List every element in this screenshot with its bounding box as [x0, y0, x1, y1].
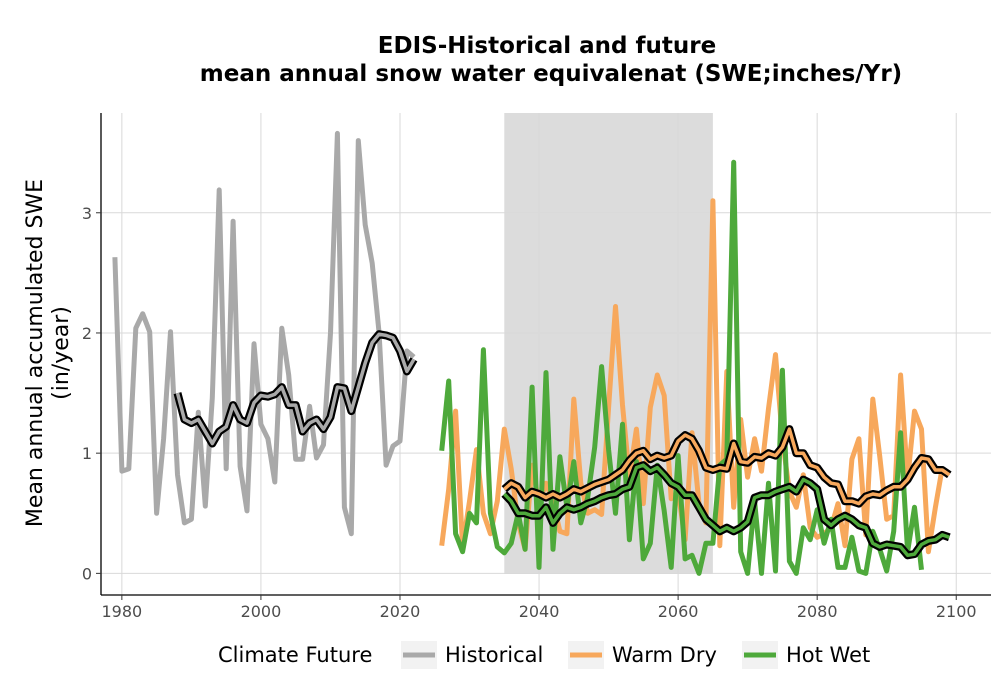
y-tick-label: 1 — [82, 444, 92, 463]
smooth-line-historical — [175, 332, 416, 446]
y-tick-label: 2 — [82, 324, 92, 343]
y-axis-ticks: 0 1 2 3 — [82, 204, 101, 583]
x-axis-ticks: 1980 2000 2020 2040 2060 2080 2100 — [102, 595, 977, 621]
series-lines — [112, 130, 952, 576]
x-tick-label: 2060 — [658, 602, 699, 621]
chart-title-line2: mean annual snow water equivalenat (SWE;… — [200, 61, 902, 87]
x-tick-label: 2040 — [519, 602, 560, 621]
legend-label-warm-dry: Warm Dry — [612, 643, 717, 667]
y-axis-title-line1: Mean annual accumulated SWE — [23, 179, 48, 527]
x-tick-label: 2020 — [380, 602, 421, 621]
y-tick-label: 0 — [82, 564, 92, 583]
legend-label-historical: Historical — [445, 643, 543, 667]
chart-title-line1: EDIS-Historical and future — [378, 33, 716, 59]
x-tick-label: 2100 — [936, 602, 977, 621]
x-tick-label: 2080 — [797, 602, 838, 621]
smooth-line-warm-dry — [503, 427, 951, 506]
legend-label-hot-wet: Hot Wet — [786, 643, 870, 667]
x-tick-label: 1980 — [102, 602, 143, 621]
smooth-line-hot-wet — [503, 463, 950, 558]
legend-title: Climate Future — [218, 643, 372, 667]
axes — [100, 113, 991, 596]
x-tick-label: 2000 — [241, 602, 282, 621]
series-line-hot-wet — [439, 159, 924, 576]
y-tick-label: 3 — [82, 204, 92, 223]
legend: Climate Future Historical Warm Dry Hot Wet — [218, 641, 870, 669]
y-axis-title-line2: (in/year) — [49, 306, 74, 400]
series-line-historical — [112, 130, 416, 537]
